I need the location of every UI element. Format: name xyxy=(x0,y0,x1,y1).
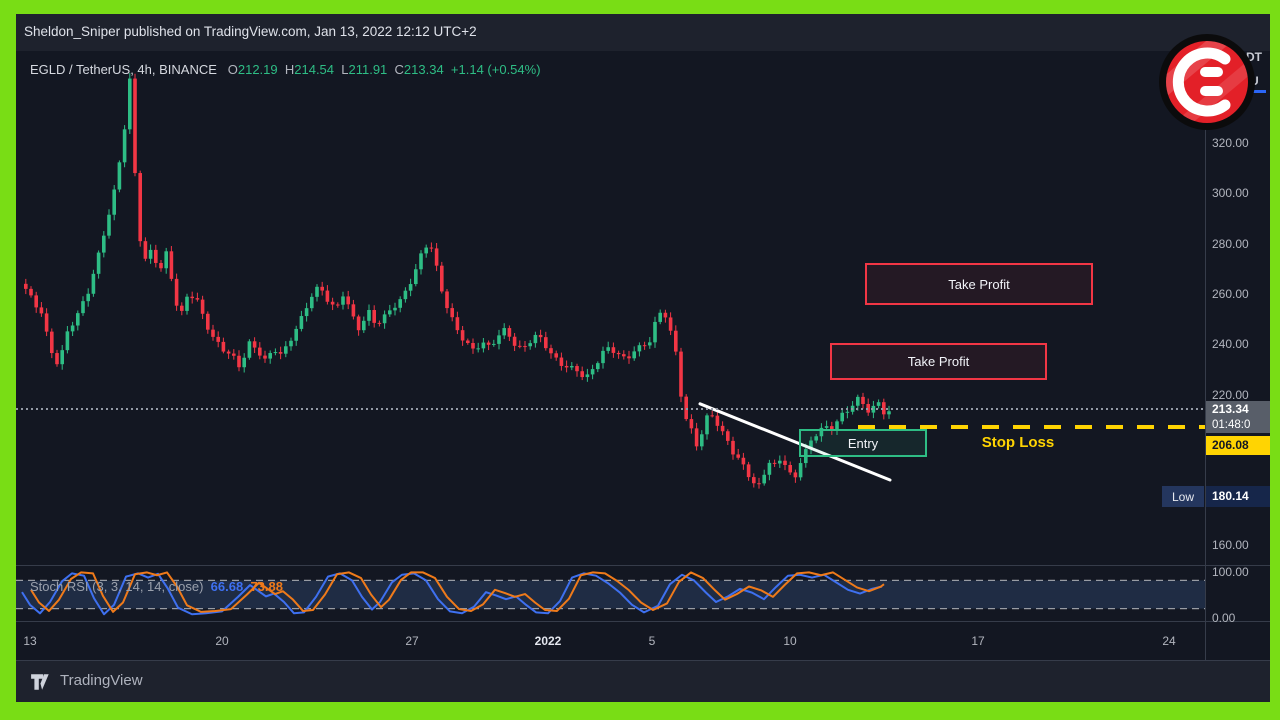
pane-separator xyxy=(16,565,1270,566)
stoch-tick-label: 0.00 xyxy=(1212,611,1236,625)
stoch-d-value: 73.88 xyxy=(250,579,283,594)
price-tick-label: 220.00 xyxy=(1212,387,1249,402)
high-letter: H xyxy=(284,62,295,77)
low-value: 211.91 xyxy=(348,62,388,77)
stop-loss-text[interactable]: Stop Loss xyxy=(981,434,1055,451)
published-header-bar: Sheldon_Sniper published on TradingView.… xyxy=(16,14,1270,51)
low-price-label: 180.14 xyxy=(1206,486,1270,507)
price-tick-label: 240.00 xyxy=(1212,337,1249,352)
trendline-drawing[interactable] xyxy=(698,402,892,482)
price-tick-label: 300.00 xyxy=(1212,186,1249,201)
stop-price-label: 206.08 xyxy=(1206,436,1270,455)
price-tick-label: 320.00 xyxy=(1212,136,1249,150)
take-profit-label-1: Take Profit xyxy=(948,276,1010,292)
close-letter: C xyxy=(394,62,404,77)
brand-logo-badge xyxy=(1157,32,1257,132)
candles xyxy=(24,73,891,489)
last-price-label: 213.34 01:48:0 xyxy=(1206,401,1270,433)
symbol-legend[interactable]: EGLD / TetherUS, 4h, BINANCE O212.19 H21… xyxy=(30,62,541,77)
time-tick-label: 20 xyxy=(215,634,229,648)
footer-border xyxy=(16,660,1270,661)
time-tick-label: 24 xyxy=(1162,634,1176,648)
stoch-tick-label: 100.00 xyxy=(1212,565,1249,579)
close-value: 213.34 xyxy=(403,62,444,77)
tradingview-logo-icon[interactable] xyxy=(30,671,52,693)
time-axis-border xyxy=(16,621,1270,622)
price-tick-label: 260.00 xyxy=(1212,286,1249,301)
change-value: +1.14 (+0.54%) xyxy=(450,62,541,77)
countdown-timer: 01:48:0 xyxy=(1212,419,1251,431)
footer-bar: TradingView xyxy=(16,661,1270,702)
high-value: 214.54 xyxy=(294,62,335,77)
axis-header-fragment-1: DT xyxy=(1246,50,1262,64)
symbol-title: EGLD / TetherUS, 4h, BINANCE xyxy=(30,62,217,77)
take-profit-box-2[interactable]: Take Profit xyxy=(830,343,1047,380)
take-profit-label-2: Take Profit xyxy=(907,354,970,369)
stoch-rsi-lines xyxy=(21,571,885,616)
brand-logo-icon xyxy=(1159,34,1255,130)
low-letter: L xyxy=(341,62,349,77)
last-price-dotted-line xyxy=(16,408,1205,410)
price-axis-border xyxy=(1205,51,1206,660)
price-tick-label: 280.00 xyxy=(1212,236,1249,251)
stoch-rsi-title: Stoch RSI (3, 3, 14, 14, close) xyxy=(30,579,204,594)
published-text: Sheldon_Sniper published on TradingView.… xyxy=(24,24,477,39)
last-price-value: 213.34 xyxy=(1212,402,1249,416)
chart-content-area xyxy=(16,14,1270,702)
take-profit-box-1[interactable]: Take Profit xyxy=(865,263,1093,305)
time-tick-label: 5 xyxy=(648,634,656,648)
stoch-rsi-legend[interactable]: Stoch RSI (3, 3, 14, 14, close) 66.68 73… xyxy=(30,579,283,594)
open-value: 212.19 xyxy=(237,62,278,77)
time-tick-label: 2022 xyxy=(534,634,562,648)
time-tick-label: 10 xyxy=(783,634,797,648)
price-tick-label: 160.00 xyxy=(1212,538,1249,553)
low-badge: Low xyxy=(1162,486,1204,507)
tradingview-brand-text[interactable]: TradingView xyxy=(60,672,143,689)
entry-box[interactable]: Entry xyxy=(799,429,927,457)
entry-label: Entry xyxy=(847,435,879,451)
time-tick-label: 17 xyxy=(971,634,985,648)
stop-loss-dashed-line[interactable] xyxy=(858,425,1205,429)
open-letter: O xyxy=(227,62,238,77)
stoch-k-value: 66.68 xyxy=(210,579,244,594)
time-tick-label: 27 xyxy=(405,634,419,648)
time-tick-label: 13 xyxy=(23,634,37,648)
